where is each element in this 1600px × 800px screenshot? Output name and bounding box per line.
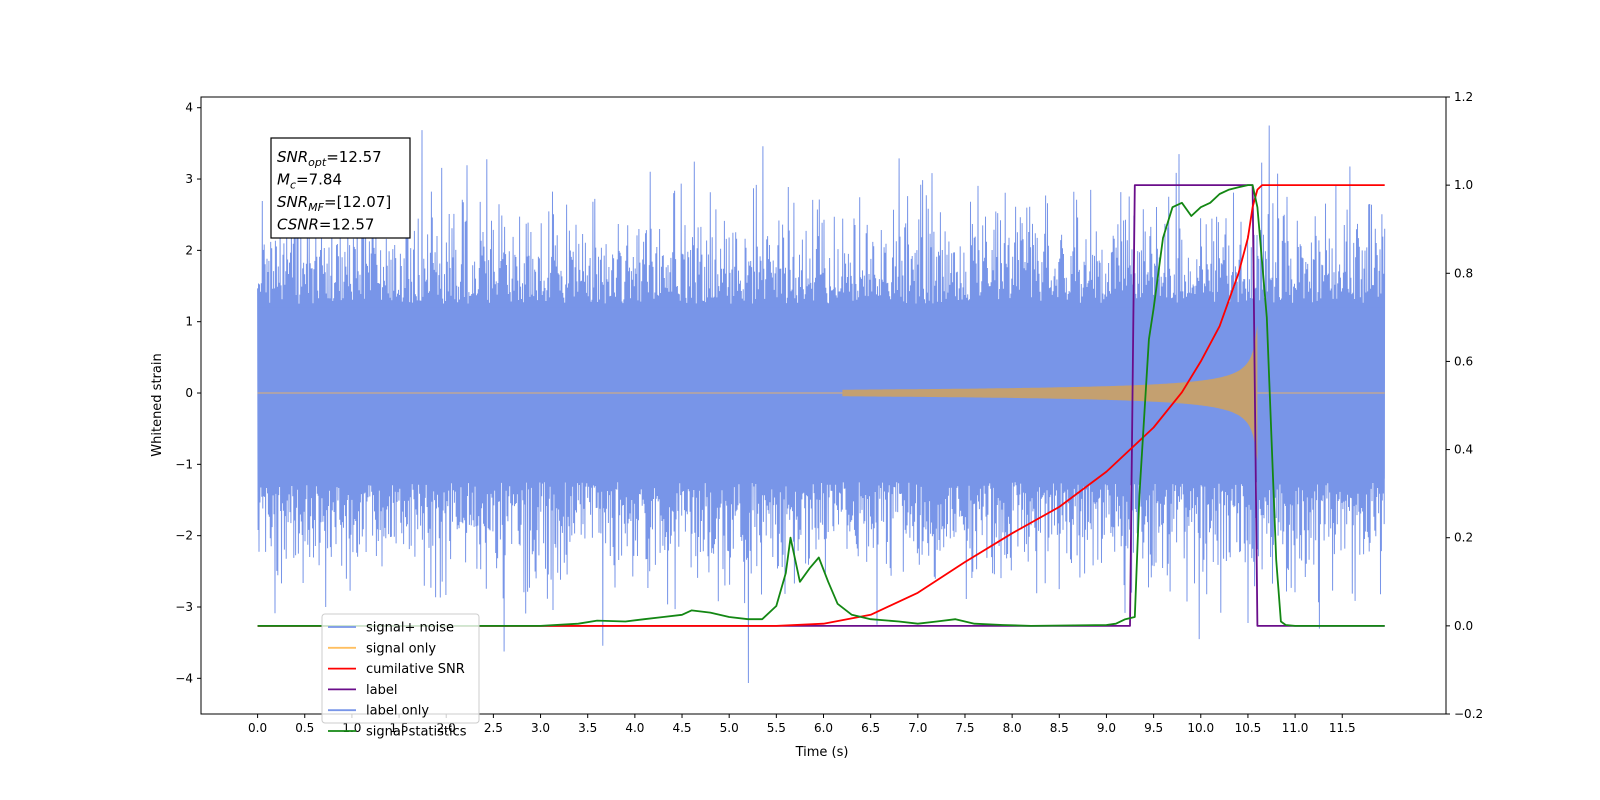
y-tick-label-left: 1	[185, 315, 193, 329]
y-tick-label-right: 1.0	[1454, 178, 1473, 192]
legend: signal+ noise signal only cumilative SNR la…	[321, 613, 480, 740]
y-tick-label-left: −1	[175, 457, 193, 471]
x-tick-label: 10.0	[1187, 721, 1214, 735]
annotation-line: SNRopt=12.57	[277, 148, 382, 169]
x-tick-label: 11.0	[1282, 721, 1309, 735]
x-axis: 0.0 0.5 1.0 1.5 2.0 2.5 3.0 3.5 4.0 4.5 5.0 5.5 6.0 6…	[248, 714, 1356, 735]
x-tick-label: 0.0	[248, 721, 267, 735]
signal-envelope	[842, 325, 1258, 461]
series-line-label	[257, 184, 1385, 627]
y-axis-right: −0.2 0.0 0.2 0.4 0.6 0.8 1.0 1.2	[1446, 90, 1483, 721]
x-tick-label: 1.5	[390, 721, 409, 735]
x-tick-label: 2.5	[484, 721, 503, 735]
noise-trace	[257, 125, 1386, 684]
x-tick-label: 4.0	[625, 721, 644, 735]
y-tick-label-left: 2	[185, 243, 193, 257]
y-tick-label-right: 0.0	[1454, 619, 1473, 633]
signal-only-series	[257, 325, 1385, 461]
x-tick-label: 7.0	[908, 721, 927, 735]
x-tick-label: 3.5	[578, 721, 597, 735]
x-tick-label: 2.0	[437, 721, 456, 735]
legend-label: signal+ noise	[366, 621, 454, 636]
legend-label: label only	[366, 704, 429, 719]
annotation-line: CSNR=12.57	[277, 216, 374, 234]
annotation-line: SNRMF=[12.07]	[277, 193, 391, 214]
y-axis-left: −4 −3 −2 −1 0 1 2 3 4	[175, 101, 201, 685]
x-tick-label: 8.0	[1003, 721, 1022, 735]
series-line-cumilative-snr	[257, 184, 1385, 627]
x-tick-label: 8.5	[1050, 721, 1069, 735]
x-tick-label: 4.5	[672, 721, 691, 735]
x-tick-label: 5.5	[767, 721, 786, 735]
y-tick-label-left: −4	[175, 671, 193, 685]
x-tick-label: 10.5	[1235, 721, 1262, 735]
y-tick-label-left: −3	[175, 600, 193, 614]
x-tick-label: 6.0	[814, 721, 833, 735]
x-tick-label: 11.5	[1329, 721, 1356, 735]
overlay-series	[257, 184, 1385, 627]
x-tick-label: 9.0	[1097, 721, 1116, 735]
y-tick-label-left: 0	[185, 386, 193, 400]
x-tick-label: 0.5	[295, 721, 314, 735]
y-tick-label-right: 0.2	[1454, 531, 1473, 545]
legend-label: signal only	[366, 641, 436, 656]
y-tick-label-right: −0.2	[1454, 707, 1483, 721]
series-line-signal-statistics	[257, 184, 1385, 627]
y-axis-label: Whitened strain	[150, 353, 165, 456]
y-tick-label-left: 3	[185, 172, 193, 186]
x-tick-label: 6.5	[861, 721, 880, 735]
x-tick-label: 7.5	[955, 721, 974, 735]
y-tick-label-right: 0.6	[1454, 354, 1473, 368]
legend-label: cumilative SNR	[366, 662, 465, 677]
y-tick-label-left: 4	[185, 101, 193, 115]
y-tick-label-right: 1.2	[1454, 90, 1473, 104]
y-tick-label-left: −2	[175, 529, 193, 543]
x-axis-label: Time (s)	[795, 745, 849, 760]
legend-label: label	[366, 683, 397, 698]
annotation-line: Mc=7.84	[277, 171, 342, 192]
x-tick-label: 3.0	[531, 721, 550, 735]
legend-label: signal statistics	[366, 725, 467, 740]
y-tick-label-right: 0.8	[1454, 266, 1473, 280]
x-tick-label: 5.0	[720, 721, 739, 735]
y-tick-label-right: 0.4	[1454, 443, 1473, 457]
x-tick-label: 9.5	[1144, 721, 1163, 735]
